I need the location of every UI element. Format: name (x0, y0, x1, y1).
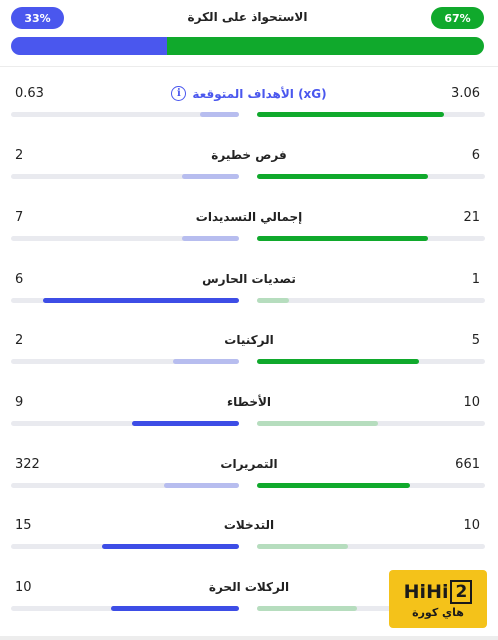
stat-right-bar (257, 359, 419, 364)
stat-right-bar (257, 544, 349, 549)
stat-right-track (257, 421, 485, 426)
stat-left-value: 9 (15, 395, 24, 410)
stat-right-value: 1 (471, 272, 480, 287)
stat-left-track (11, 298, 239, 303)
possession-bar-left (11, 37, 168, 55)
stat-label: إجمالي التسديدات (195, 210, 303, 224)
stat-left-bar (111, 606, 239, 611)
stat-right-value: 3.06 (451, 86, 480, 101)
stat-right-value: 21 (463, 210, 480, 225)
stat-left-track (11, 544, 239, 549)
stat-left-value: 2 (15, 148, 24, 163)
stat-left-value: 322 (15, 457, 40, 472)
bottom-edge (0, 636, 498, 640)
watermark-brand: HiHi 2 (403, 579, 473, 604)
stat-left-value: 0.63 (15, 86, 44, 101)
stat-row: 9 10 الأخطاء (0, 395, 498, 435)
info-icon[interactable]: i (171, 86, 187, 101)
stat-right-track (257, 544, 485, 549)
stat-right-track (257, 359, 485, 364)
stat-left-track (11, 359, 239, 364)
stat-left-track (11, 606, 239, 611)
stat-right-track (257, 112, 485, 117)
watermark-brand-right: 2 (450, 579, 473, 604)
stat-right-bar (257, 483, 410, 488)
stat-row: 6 1 تصديات الحارس (0, 272, 498, 312)
stat-row: 15 10 التدخلات (0, 518, 498, 558)
stat-label: i الأهداف المتوقعة (xG) (0, 86, 498, 101)
stat-label: الأخطاء (226, 395, 272, 409)
stat-right-track (257, 298, 485, 303)
stat-label: تصديات الحارس (202, 272, 296, 286)
stat-row: 322 661 التمريرات (0, 457, 498, 497)
stat-right-value: 10 (463, 395, 480, 410)
stat-right-value: 5 (471, 333, 480, 348)
stat-label: الركنيات (224, 333, 274, 347)
watermark-subtitle: هاي كورة (412, 605, 464, 619)
stat-left-bar (172, 359, 239, 364)
stat-left-track (11, 483, 239, 488)
stat-left-track (11, 421, 239, 426)
possession-right-badge: 67% (431, 7, 484, 29)
stat-row: 2 6 فرص خطيرة (0, 148, 498, 188)
stat-left-bar (182, 174, 239, 179)
possession-header: 33% الاستحواذ على الكرة 67% (11, 7, 484, 29)
stat-label: التدخلات (223, 518, 275, 532)
watermark-logo: HiHi 2 هاي كورة (389, 570, 487, 628)
stat-right-value: 661 (455, 457, 480, 472)
stat-right-value: 10 (463, 518, 480, 533)
stat-label: الركلات الحرة (208, 580, 290, 594)
stat-left-bar (163, 483, 239, 488)
stat-right-bar (257, 298, 289, 303)
stat-right-track (257, 236, 485, 241)
stat-right-track (257, 174, 485, 179)
stat-label: فرص خطيرة (211, 148, 287, 162)
stat-left-bar (102, 544, 239, 549)
possession-title: الاستحواذ على الكرة (187, 10, 308, 24)
stat-label: التمريرات (220, 457, 278, 471)
stat-left-bar (182, 236, 239, 241)
stat-left-value: 15 (15, 518, 32, 533)
possession-bar (11, 37, 484, 55)
stat-label-text: الأهداف المتوقعة (xG) (192, 86, 327, 101)
stat-left-value: 7 (15, 210, 24, 225)
stat-left-bar (200, 112, 239, 117)
stat-right-bar (257, 236, 428, 241)
stat-row: 2 5 الركنيات (0, 333, 498, 373)
divider (0, 66, 498, 67)
watermark-brand-left: HiHi (403, 580, 449, 603)
possession-left-badge: 33% (11, 7, 64, 29)
stat-right-track (257, 483, 485, 488)
stat-left-bar (131, 421, 239, 426)
stat-right-bar (257, 174, 428, 179)
possession-bar-right (167, 37, 484, 55)
stat-left-value: 6 (15, 272, 24, 287)
stat-row: 7 21 إجمالي التسديدات (0, 210, 498, 250)
stat-left-track (11, 174, 239, 179)
stat-right-bar (257, 606, 358, 611)
stat-right-track (257, 606, 485, 611)
stat-row: 10 الركلات الحرة (0, 580, 498, 620)
stat-left-track (11, 236, 239, 241)
stat-left-value: 2 (15, 333, 24, 348)
stat-left-bar (42, 298, 239, 303)
stat-right-value: 6 (471, 148, 480, 163)
stat-row: 0.63 3.06 i الأهداف المتوقعة (xG) (0, 86, 498, 126)
stat-left-value: 10 (15, 580, 32, 595)
stat-right-bar (257, 421, 378, 426)
stat-right-bar (257, 112, 444, 117)
stat-left-track (11, 112, 239, 117)
